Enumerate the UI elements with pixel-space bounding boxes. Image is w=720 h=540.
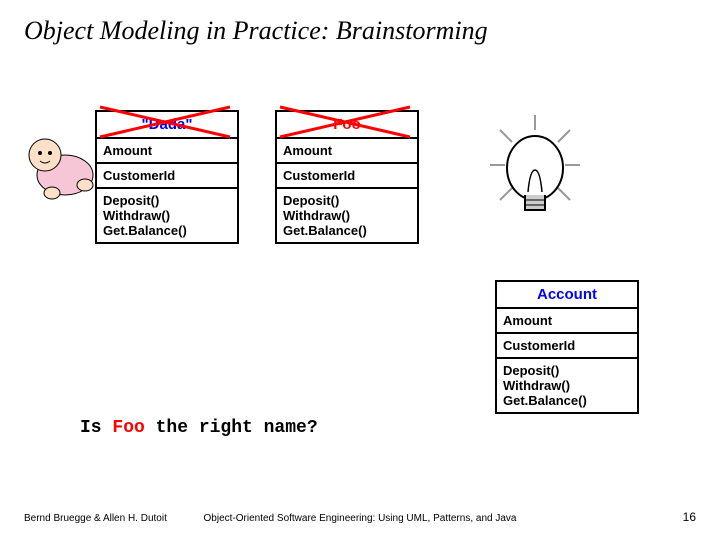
class-attr: Amount: [277, 137, 417, 162]
question-prefix: Is: [80, 418, 112, 438]
class-methods: Deposit() Withdraw() Get.Balance(): [97, 187, 237, 242]
question-text: Is Foo the right name?: [80, 418, 318, 438]
footer-author: Bernd Bruegge & Allen H. Dutoit: [24, 513, 167, 524]
class-attr: CustomerId: [97, 162, 237, 187]
class-attr: Amount: [97, 137, 237, 162]
class-attr: Amount: [497, 307, 637, 332]
footer-book-title: Object-Oriented Software Engineering: Us…: [204, 513, 517, 524]
baby-icon: [10, 115, 105, 205]
question-highlight: Foo: [112, 418, 144, 438]
class-methods: Deposit() Withdraw() Get.Balance(): [277, 187, 417, 242]
uml-class-foo: Foo Amount CustomerId Deposit() Withdraw…: [275, 110, 419, 244]
class-name: "Dada": [97, 112, 237, 137]
slide-title: Object Modeling in Practice: Brainstormi…: [24, 16, 488, 46]
lightbulb-icon: [480, 110, 590, 240]
page-number: 16: [683, 510, 696, 524]
uml-class-account: Account Amount CustomerId Deposit() With…: [495, 280, 639, 414]
question-suffix: the right name?: [145, 418, 318, 438]
class-methods: Deposit() Withdraw() Get.Balance(): [497, 357, 637, 412]
class-name: Account: [497, 282, 637, 307]
uml-class-dada: "Dada" Amount CustomerId Deposit() Withd…: [95, 110, 239, 244]
class-attr: CustomerId: [497, 332, 637, 357]
class-name: Foo: [277, 112, 417, 137]
class-attr: CustomerId: [277, 162, 417, 187]
